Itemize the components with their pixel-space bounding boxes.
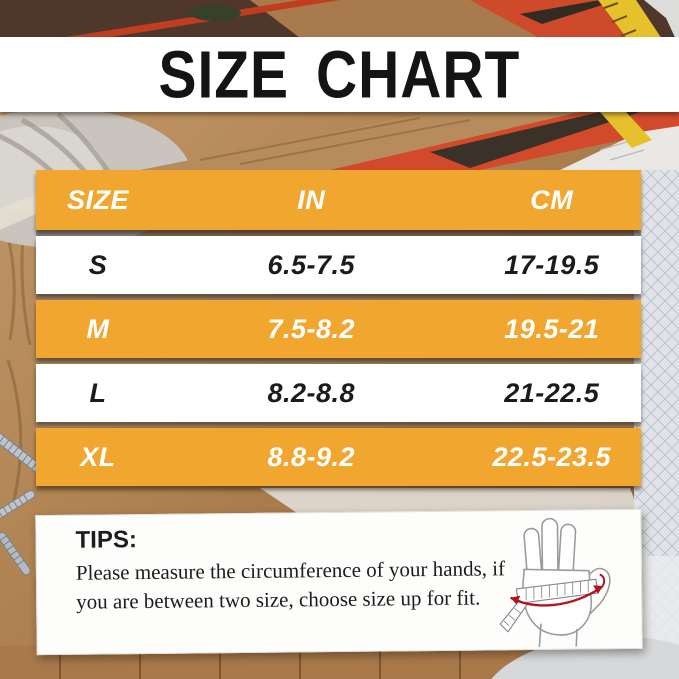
cell-in: 6.5-7.5 bbox=[267, 249, 356, 280]
cell-cm: 19.5-21 bbox=[504, 313, 600, 344]
tips-heading: TIPS: bbox=[75, 526, 138, 554]
cell-in: 8.8-9.2 bbox=[267, 441, 356, 472]
cell-in: 7.5-8.2 bbox=[267, 313, 356, 344]
cell-cm: 21-22.5 bbox=[504, 377, 600, 408]
cell-size: M bbox=[86, 313, 110, 344]
cell-size: XL bbox=[80, 441, 116, 472]
table-row-s: S 6.5-7.5 17-19.5 bbox=[36, 236, 641, 294]
col-header-cm: CM bbox=[530, 184, 574, 215]
table-row-l: L 8.2-8.8 21-22.5 bbox=[36, 364, 641, 422]
tips-text: TIPS: Please measure the circumference o… bbox=[75, 522, 516, 617]
cell-cm: 17-19.5 bbox=[504, 249, 600, 280]
tips-body: Please measure the circumference of your… bbox=[75, 556, 506, 615]
table-header-row: SIZE IN CM bbox=[36, 170, 641, 230]
hand-measurement-icon bbox=[499, 517, 611, 648]
title-banner: SIZE CHART bbox=[0, 37, 679, 112]
cell-in: 8.2-8.8 bbox=[267, 377, 356, 408]
col-header-size: SIZE bbox=[67, 184, 130, 215]
size-table: SIZE IN CM S 6.5-7.5 17-19.5 M 7.5-8.2 1… bbox=[36, 170, 641, 492]
col-header-in: IN bbox=[297, 184, 326, 215]
tips-box: TIPS: Please measure the circumference o… bbox=[35, 508, 643, 656]
table-row-xl: XL 8.8-9.2 22.5-23.5 bbox=[36, 428, 641, 486]
page-title: SIZE CHART bbox=[158, 36, 521, 113]
cell-size: L bbox=[89, 377, 107, 408]
cell-size: S bbox=[88, 249, 108, 280]
table-row-m: M 7.5-8.2 19.5-21 bbox=[36, 300, 641, 358]
cell-cm: 22.5-23.5 bbox=[492, 441, 612, 472]
